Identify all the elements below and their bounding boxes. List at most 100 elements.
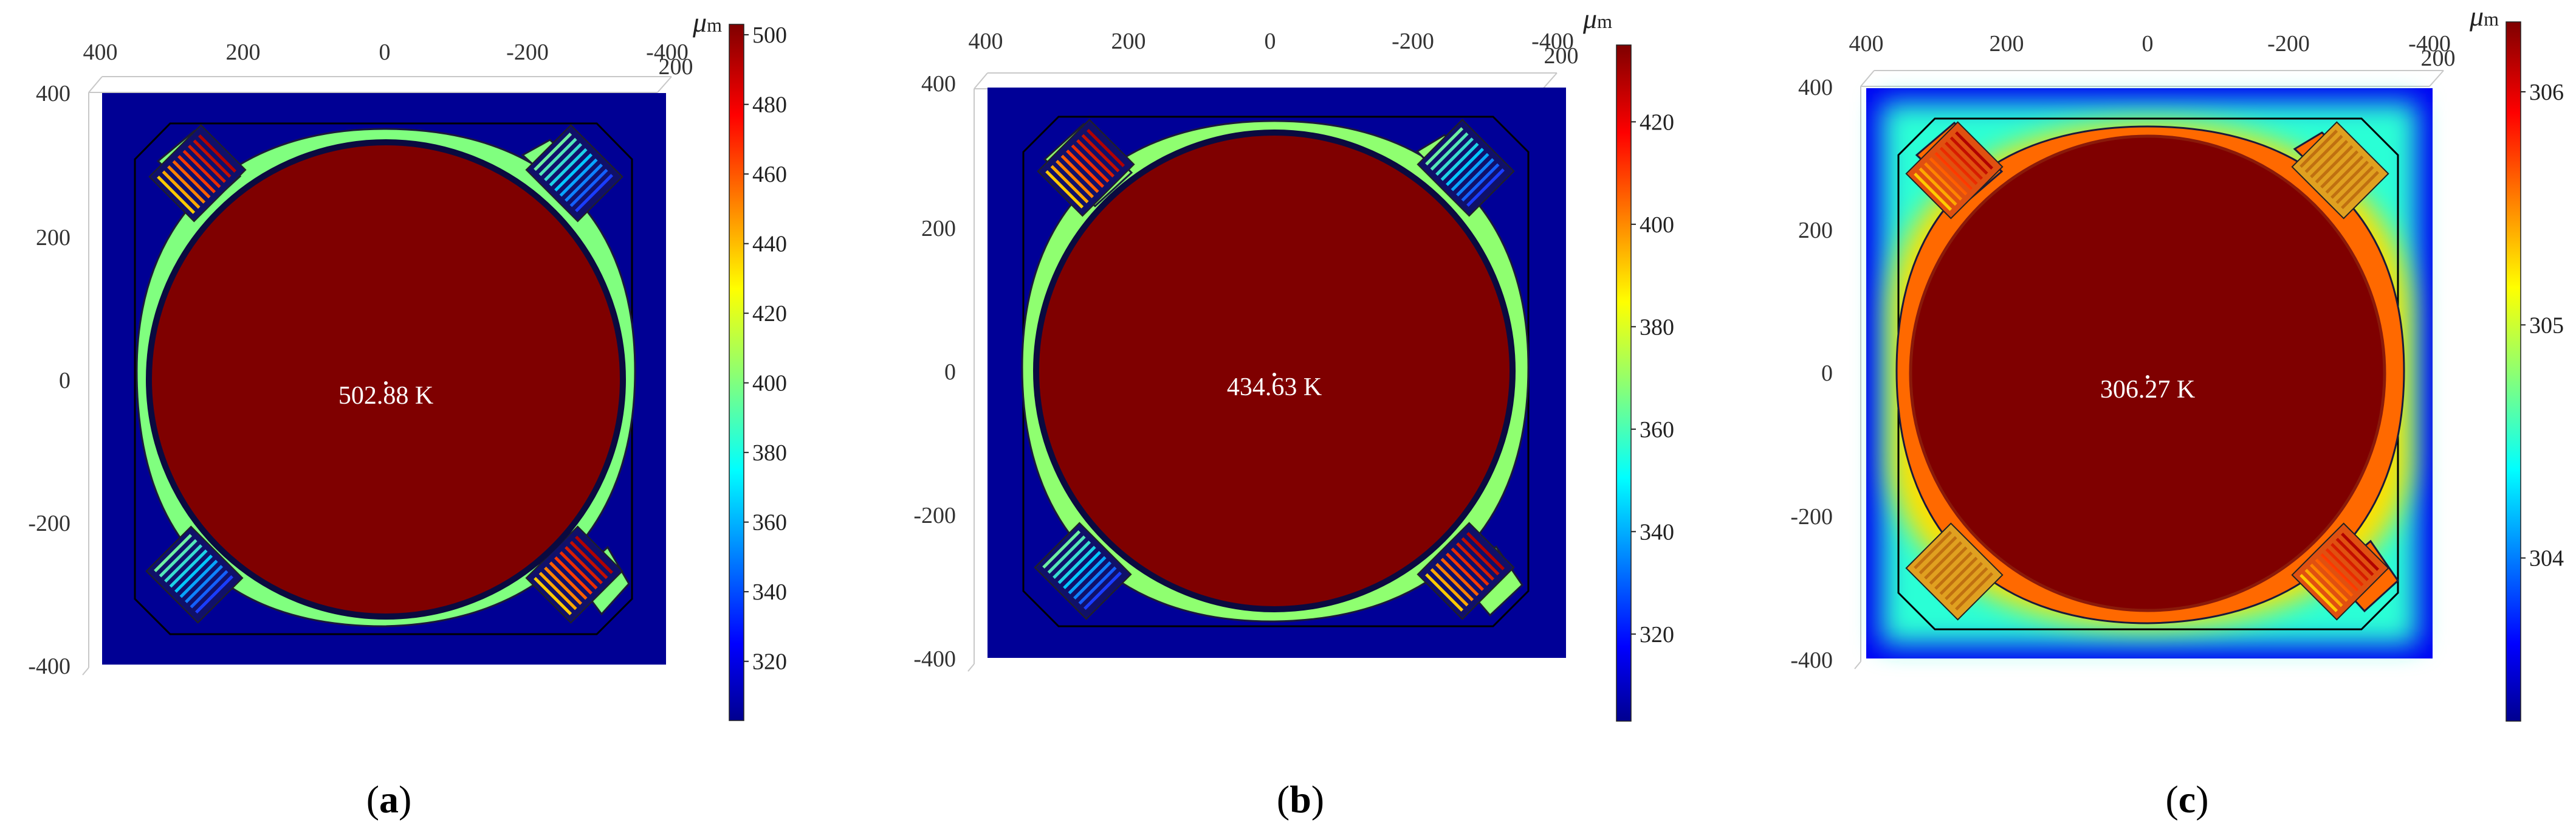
axis-frame xyxy=(1854,70,2444,669)
colorbar-tick-label: 340 xyxy=(752,579,787,605)
package-outline xyxy=(1022,116,1530,627)
colorbar-tick-label: 460 xyxy=(752,162,787,187)
tick-label: -400 xyxy=(913,646,956,672)
tick-label: 400 xyxy=(83,40,118,65)
tick-label: 400 xyxy=(921,71,956,97)
tick-label: 200 xyxy=(1990,31,2024,57)
colorbar-tick-label: 400 xyxy=(752,371,787,396)
panel-caption: (a) xyxy=(366,778,412,821)
tick-label: 200 xyxy=(36,225,70,251)
heater-bottom-left xyxy=(1034,522,1132,620)
colorbar-tick-label: 306 xyxy=(2529,80,2564,105)
tick-label: -400 xyxy=(28,654,70,679)
unit-m: m xyxy=(707,14,722,36)
colorbar: μm 420 400 380 360 340 320 xyxy=(1582,3,1674,722)
colorbar-tick-label: 380 xyxy=(752,440,787,466)
tick-label: 400 xyxy=(1849,31,1884,57)
tick-label: 200 xyxy=(1544,43,1579,69)
tick-label: -200 xyxy=(1392,29,1434,54)
panel-letter: c xyxy=(2179,778,2196,821)
unit-label: μm xyxy=(1582,3,1612,34)
tick-label: 0 xyxy=(1265,29,1276,54)
colorbar-tick-label: 480 xyxy=(752,92,787,118)
tick-label: -400 xyxy=(1790,648,1833,673)
heater-top-right xyxy=(1417,119,1515,217)
colorbar-tick-label: 500 xyxy=(752,22,787,48)
heater-top-left xyxy=(1905,121,2004,219)
tick-label: -200 xyxy=(506,40,549,65)
tick-label: 400 xyxy=(36,81,70,106)
device-plot: 434.63 K xyxy=(987,88,1566,658)
unit-mu: μ xyxy=(692,7,707,38)
panel-c: 400 200 0 -200 -400 200 400 200 0 -200 -… xyxy=(1790,1,2564,821)
colorbar-tick-label: 360 xyxy=(1640,417,1674,443)
heater-bottom-right xyxy=(1417,522,1515,620)
colorbar: μm 306 305 304 xyxy=(2469,1,2564,722)
colorbar-tick-label: 420 xyxy=(1640,109,1674,135)
tick-label: 0 xyxy=(944,359,956,385)
colorbar-ticks: 500 480 460 440 420 400 380 360 340 320 xyxy=(744,22,787,675)
hot-plate-disc xyxy=(1033,130,1516,612)
tick-label: 200 xyxy=(921,216,956,241)
colorbar-ticks: 420 400 380 360 340 320 xyxy=(1631,109,1674,648)
heater-bottom-left xyxy=(1905,522,2004,621)
tick-label: -200 xyxy=(28,511,70,536)
unit-m: m xyxy=(1597,10,1612,32)
tick-label: 0 xyxy=(379,40,391,65)
hot-plate-disc xyxy=(1909,134,2386,612)
colorbar-tick-label: 440 xyxy=(752,232,787,257)
top-tick-labels: 400 200 0 -200 -400 200 xyxy=(1849,31,2456,71)
heater-top-left xyxy=(148,124,247,223)
colorbar-tick-label: 305 xyxy=(2529,313,2564,338)
panel-caption: (b) xyxy=(1277,778,1324,821)
colorbar-tick-label: 400 xyxy=(1640,212,1674,238)
tick-label: 0 xyxy=(1821,361,1833,386)
axes: 400 200 0 -200 -400 200 400 200 0 -200 -… xyxy=(913,29,1578,672)
left-tick-labels: 400 200 0 -200 -400 xyxy=(913,71,956,672)
colorbar-tick-label: 360 xyxy=(752,510,787,536)
colorbar-gradient xyxy=(1616,44,1632,722)
panel-b: 400 200 0 -200 -400 200 400 200 0 -200 -… xyxy=(913,3,1674,821)
unit-mu: μ xyxy=(2469,1,2484,32)
top-tick-labels: 400 200 0 -200 -400 200 xyxy=(969,29,1579,69)
axis-frame xyxy=(82,76,672,676)
panel-letter: a xyxy=(379,778,399,821)
panel-a: 400 200 0 -200 -400 200 400 200 0 -200 -… xyxy=(28,7,787,821)
tick-label: -200 xyxy=(1790,504,1833,530)
heater-top-right xyxy=(525,124,623,223)
center-marker xyxy=(384,381,388,385)
unit-label: μm xyxy=(2469,1,2499,32)
colorbar-tick-label: 340 xyxy=(1640,519,1674,545)
tick-label: -400 xyxy=(2408,31,2451,57)
colorbar-gradient xyxy=(2506,21,2521,722)
center-temperature: 502.88 K xyxy=(338,382,433,410)
tick-label: 200 xyxy=(1111,29,1146,54)
colorbar-gradient xyxy=(729,24,744,721)
unit-mu: μ xyxy=(1582,3,1597,34)
colorbar-tick-label: 320 xyxy=(752,649,787,675)
package-outline xyxy=(134,122,633,635)
device-plot: 306.27 K xyxy=(1866,88,2433,658)
tick-label: -200 xyxy=(913,503,956,528)
tick-label: 400 xyxy=(1798,75,1833,100)
colorbar: μm 500 480 460 440 420 400 380 360 340 320 xyxy=(692,7,787,721)
colorbar-tick-label: 420 xyxy=(752,301,787,327)
panel-caption: (c) xyxy=(2165,778,2208,821)
heater-top-left xyxy=(1037,119,1135,217)
unit-label: μm xyxy=(692,7,722,38)
unit-m: m xyxy=(2484,8,2499,30)
package-outline xyxy=(1897,117,2399,631)
center-temperature: 306.27 K xyxy=(2100,376,2195,404)
axes: 400 200 0 -200 -400 200 400 200 0 -200 -… xyxy=(1790,31,2455,673)
colorbar-tick-label: 320 xyxy=(1640,622,1674,648)
tick-label: -400 xyxy=(646,40,689,65)
tick-label: -200 xyxy=(2267,31,2310,57)
heater-bottom-right xyxy=(2291,522,2389,621)
tick-label: -400 xyxy=(1531,29,1574,54)
tick-label: 0 xyxy=(59,368,70,393)
panel-letter: b xyxy=(1290,778,1311,821)
tick-label: 200 xyxy=(659,54,693,80)
colorbar-tick-label: 380 xyxy=(1640,314,1674,340)
heater-bottom-left xyxy=(145,525,244,624)
